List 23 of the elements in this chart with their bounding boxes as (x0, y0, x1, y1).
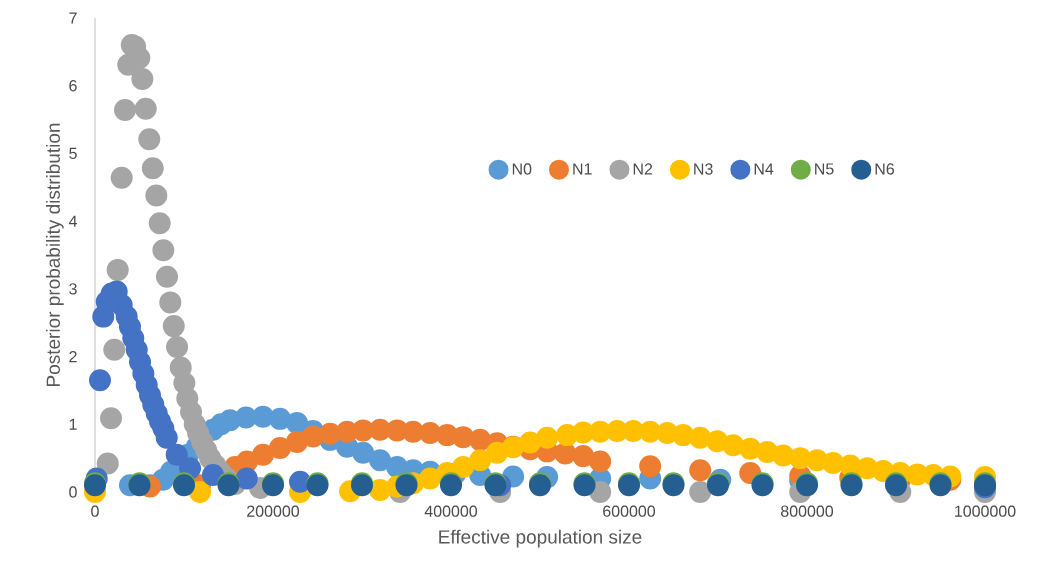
y-tick-label: 5 (69, 147, 77, 160)
y-tick-label: 1 (69, 418, 77, 430)
legend-label: N3 (694, 163, 713, 175)
legend-label: N5 (815, 163, 834, 175)
legend-label: N2 (633, 163, 653, 175)
y-tick-label: 7 (69, 12, 77, 24)
y-axis-title: Posterior probability distribution (45, 123, 64, 386)
legend-label: N1 (573, 163, 592, 175)
x-axis-title: Effective population size (439, 529, 642, 548)
x-tick-label: 600000 (603, 505, 656, 517)
y-tick-label: 0 (69, 486, 77, 498)
y-tick-label: 2 (69, 350, 77, 363)
x-tick-label: 200000 (247, 505, 300, 517)
x-tick-label: 1000000 (955, 505, 1016, 517)
legend-label: N4 (754, 163, 774, 175)
y-tick-label: 6 (69, 80, 77, 92)
y-tick-label: 3 (69, 283, 77, 295)
legend-label: N0 (512, 163, 532, 175)
x-tick-label: 800000 (781, 505, 834, 517)
legend-label: N6 (875, 163, 894, 175)
x-tick-label: 400000 (424, 505, 478, 517)
x-tick-label: 0 (91, 505, 99, 517)
y-tick-label: 4 (68, 215, 77, 227)
